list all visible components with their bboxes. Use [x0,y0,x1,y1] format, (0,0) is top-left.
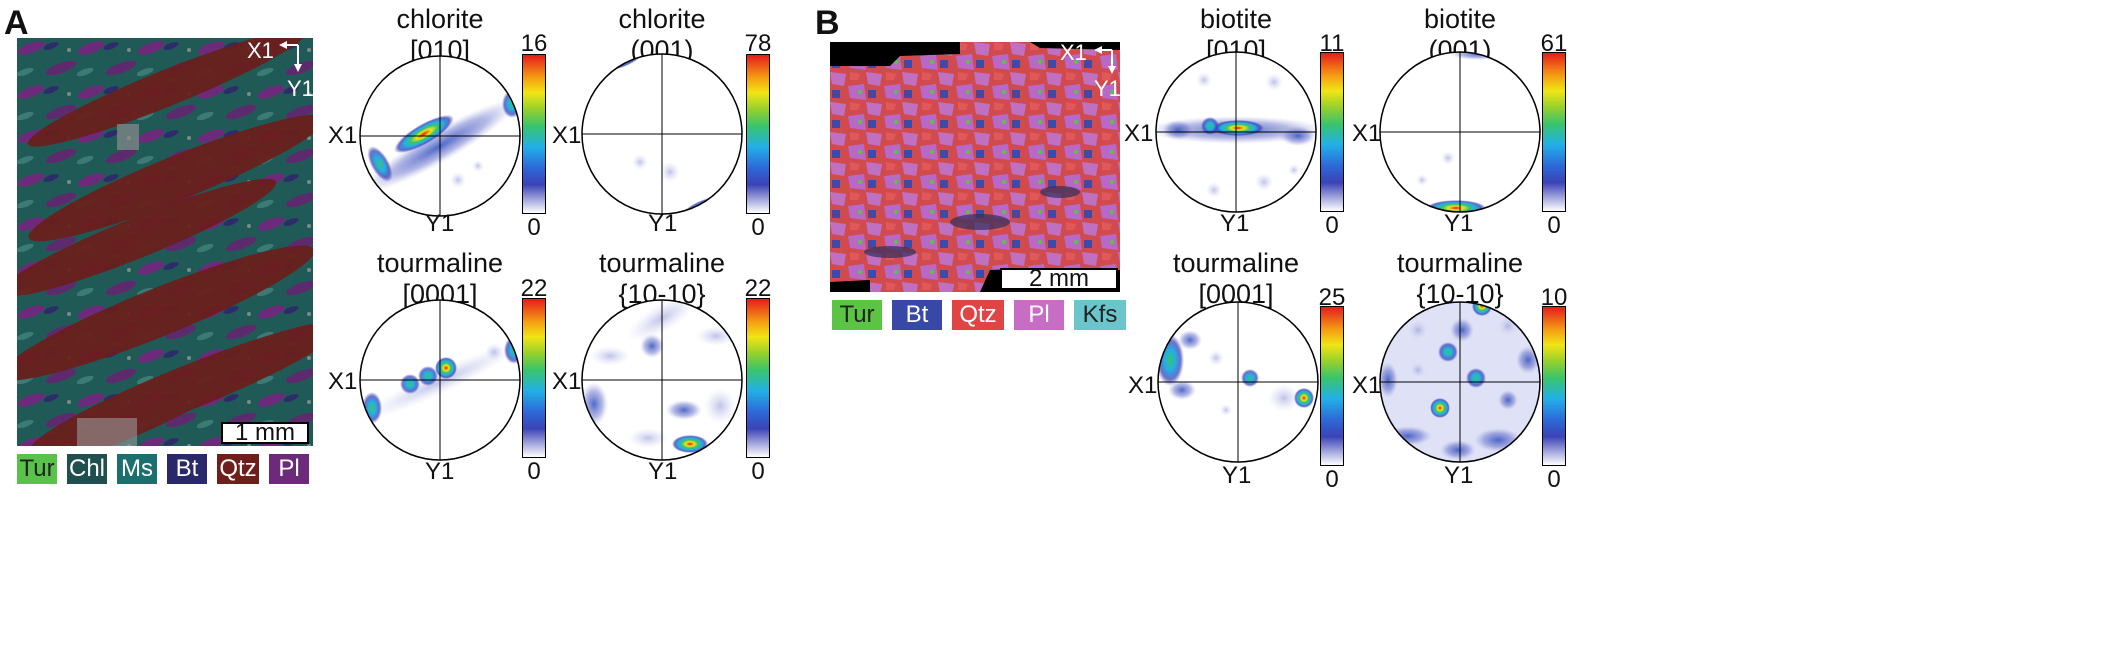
pf-a4-colorbar-min: 0 [751,458,765,485]
pf-b2-colorbar [1542,52,1566,212]
pf-b1-y-label: Y1 [1220,210,1250,237]
pf-b4-x-label: X1 [1352,372,1382,399]
legend-chip-pl: Pl [269,454,309,484]
pf-a4-x-label: X1 [552,368,582,395]
pf-b2-x-label: X1 [1352,120,1382,147]
pf-b1-stereonet [1155,51,1317,213]
pf-b1-mineral: biotite [1199,4,1273,34]
pf-a3-stereonet [359,299,521,461]
pf-a1-y-label: Y1 [425,210,455,237]
panel-b-phase-map: X1 Y1 2 mm [830,42,1120,292]
pf-b3-colorbar-min: 0 [1325,466,1339,493]
pf-b2-colorbar-min: 0 [1547,212,1561,239]
pf-a2-colorbar-min: 0 [751,214,765,241]
pf-a4-colorbar [746,298,770,458]
pf-a3-colorbar [522,298,546,458]
pf-b4-mineral: tourmaline [1396,248,1524,278]
legend-chip-tur: Tur [17,454,57,484]
pf-a4-stereonet [581,299,743,461]
panel-b-axis-x-label: X1 [1060,42,1087,65]
pf-a4-y-label: Y1 [648,458,678,485]
pf-b1-x-label: X1 [1124,120,1154,147]
pf-a3-mineral: tourmaline [376,248,504,278]
pf-b3-x-label: X1 [1128,372,1158,399]
panel-b-legend: Tur Bt Qtz Pl Kfs [832,300,1126,330]
pf-a2-colorbar [746,54,770,214]
panel-a-letter: A [4,4,29,42]
legend-chip-bt: Bt [167,454,207,484]
panel-b-scale-bar: 2 mm [1000,267,1118,291]
panel-a-legend: Tur Chl Ms Bt Qtz Pl [17,454,309,484]
pf-b4-y-label: Y1 [1444,462,1474,489]
pf-a2-colorbar-max: 78 [744,30,772,57]
pf-a1-colorbar-min: 0 [527,214,541,241]
legend-chip-tur: Tur [832,300,882,330]
pf-a1-x-label: X1 [328,122,358,149]
pf-b1-colorbar [1320,52,1344,212]
pf-a4-colorbar-max: 22 [744,275,772,302]
legend-chip-qtz: Qtz [217,454,259,484]
legend-chip-pl: Pl [1014,300,1064,330]
pf-a2-y-label: Y1 [648,210,678,237]
pf-a1-stereonet [359,55,521,217]
pf-a4-title: tourmaline {10-10} [542,248,782,310]
legend-chip-chl: Chl [67,454,107,484]
pf-a3-colorbar-min: 0 [527,458,541,485]
legend-chip-qtz: Qtz [952,300,1004,330]
pf-a2-mineral: chlorite [618,4,706,34]
panel-b-letter: B [815,4,840,42]
pf-b2-mineral: biotite [1423,4,1497,34]
pf-b2-stereonet [1379,51,1541,213]
pf-a3-colorbar-max: 22 [520,275,548,302]
pf-a3-y-label: Y1 [425,458,455,485]
panel-b-axis-y-label: Y1 [1094,76,1120,101]
pf-b3-y-label: Y1 [1222,462,1252,489]
pf-b4-stereonet [1379,301,1541,463]
panel-a-axis-y-label: Y1 [287,76,313,101]
legend-chip-kfs: Kfs [1074,300,1126,330]
pf-a1-colorbar [522,54,546,214]
legend-chip-bt: Bt [892,300,942,330]
pf-a2-x-label: X1 [552,122,582,149]
pf-b4-title: tourmaline {10-10} [1340,248,1580,310]
pf-a2-stereonet [581,53,743,215]
panel-a-phase-map: X1 Y1 1 mm [17,38,313,446]
pf-a1-mineral: chlorite [396,4,484,34]
pf-b3-mineral: tourmaline [1172,248,1300,278]
legend-chip-ms: Ms [117,454,157,484]
pf-a3-x-label: X1 [328,368,358,395]
pf-b4-colorbar-min: 0 [1547,466,1561,493]
pf-b4-colorbar [1542,306,1566,466]
pf-b2-y-label: Y1 [1444,210,1474,237]
pf-b3-colorbar [1320,306,1344,466]
pf-a4-mineral: tourmaline [598,248,726,278]
pf-b3-stereonet [1157,301,1319,463]
pf-b1-colorbar-min: 0 [1325,212,1339,239]
panel-a-scale-bar: 1 mm [221,421,309,445]
pf-a1-colorbar-max: 16 [520,30,548,57]
panel-a-axis-x-label: X1 [247,38,274,63]
